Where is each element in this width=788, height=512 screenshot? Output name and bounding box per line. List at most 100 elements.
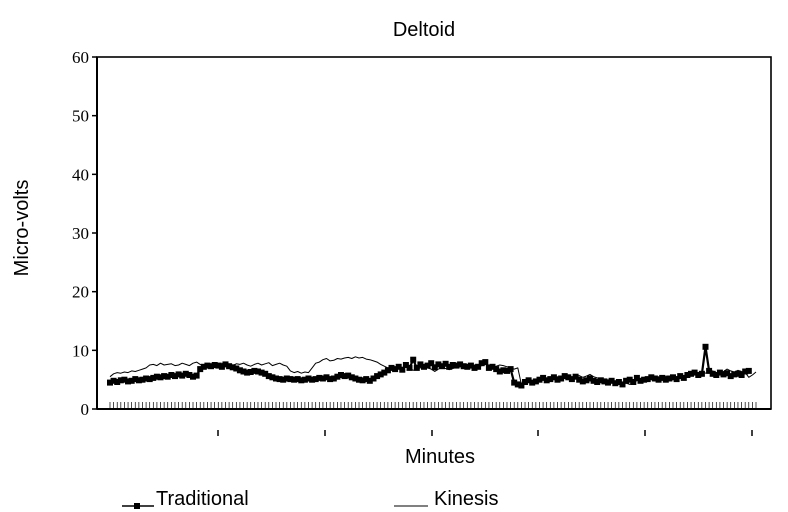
x-axis-label: Minutes	[405, 446, 475, 468]
data-point-traditional	[222, 361, 229, 368]
data-point-traditional	[735, 370, 741, 377]
data-point-traditional	[496, 368, 503, 375]
data-point-traditional	[532, 378, 539, 385]
data-point-traditional	[742, 368, 749, 375]
data-point-traditional	[529, 379, 536, 386]
data-point-traditional	[276, 376, 283, 383]
data-point-traditional	[706, 367, 713, 374]
data-point-traditional	[478, 360, 485, 367]
data-point-traditional	[720, 371, 727, 378]
data-point-traditional	[226, 363, 233, 370]
data-point-traditional	[190, 373, 196, 380]
data-point-traditional	[489, 363, 496, 370]
data-point-traditional	[547, 376, 554, 383]
data-point-traditional	[273, 375, 279, 382]
legend-kinesis-label: Kinesis	[434, 488, 498, 510]
data-point-traditional	[283, 375, 290, 382]
data-point-traditional	[334, 373, 341, 380]
legend-traditional-label: Traditional	[156, 488, 249, 510]
data-point-traditional	[381, 369, 388, 376]
data-point-traditional	[522, 379, 528, 385]
data-point-traditional	[554, 376, 561, 383]
data-point-traditional	[612, 380, 619, 387]
data-point-traditional	[139, 376, 146, 383]
data-point-traditional	[540, 374, 547, 381]
data-point-traditional	[110, 377, 117, 384]
y-tick-label: 40	[72, 165, 89, 184]
data-point-traditional	[601, 378, 608, 385]
data-point-traditional	[691, 369, 698, 376]
data-point-traditional	[457, 361, 464, 368]
data-point-traditional	[651, 375, 658, 382]
series-layer	[107, 343, 757, 389]
data-point-traditional	[341, 373, 348, 380]
data-point-traditional	[143, 375, 150, 382]
data-point-traditional	[240, 368, 247, 375]
data-point-traditional	[514, 381, 521, 388]
data-point-traditional	[255, 368, 261, 375]
data-point-traditional	[388, 364, 395, 371]
data-point-traditional	[659, 374, 666, 381]
data-point-traditional	[374, 373, 381, 380]
data-point-traditional	[543, 377, 550, 384]
data-point-traditional	[442, 360, 449, 367]
data-point-traditional	[182, 370, 189, 377]
data-point-traditional	[608, 377, 615, 384]
data-point-traditional	[677, 373, 684, 380]
data-point-traditional	[568, 376, 575, 383]
data-point-traditional	[485, 364, 492, 371]
data-point-traditional	[392, 366, 399, 373]
data-point-traditional	[583, 377, 590, 384]
data-point-traditional	[168, 372, 175, 378]
y-ticks: 0 10 20 30 40 50 60	[72, 48, 97, 419]
data-point-traditional	[312, 376, 319, 383]
data-point-traditional	[406, 364, 413, 371]
chart-title: Deltoid	[393, 19, 455, 41]
data-point-traditional	[280, 376, 287, 383]
legend-item-kinesis: Kinesis	[394, 488, 498, 510]
data-point-traditional	[500, 367, 507, 374]
data-point-traditional	[421, 363, 427, 370]
data-point-traditional	[218, 363, 225, 370]
data-point-traditional	[301, 376, 308, 383]
data-point-traditional	[146, 376, 153, 383]
data-point-traditional	[623, 377, 630, 384]
data-point-traditional	[507, 366, 514, 373]
y-tick-label: 30	[72, 224, 89, 243]
data-point-traditional	[179, 372, 186, 379]
data-point-traditional	[637, 377, 644, 384]
data-point-traditional	[363, 376, 370, 383]
data-point-traditional	[655, 376, 662, 383]
data-point-traditional	[493, 366, 500, 373]
data-point-traditional	[359, 377, 366, 384]
data-point-traditional	[738, 372, 745, 378]
data-point-traditional	[695, 372, 702, 378]
data-point-traditional	[471, 364, 478, 371]
data-point-traditional	[377, 371, 384, 378]
data-point-traditional	[536, 376, 543, 383]
data-point-traditional	[370, 375, 377, 382]
legend-item-traditional: Traditional	[122, 488, 249, 510]
data-point-traditional	[453, 362, 460, 369]
data-point-traditional	[605, 379, 611, 386]
data-point-traditional	[464, 363, 471, 370]
data-point-traditional	[125, 378, 131, 385]
data-point-traditional	[172, 373, 178, 380]
data-point-traditional	[229, 364, 236, 371]
data-point-traditional	[504, 367, 510, 374]
data-point-traditional	[410, 356, 417, 363]
data-point-traditional	[114, 379, 121, 385]
data-point-traditional	[579, 378, 586, 385]
data-point-traditional	[204, 362, 211, 369]
y-axis-label: Micro-volts	[11, 180, 33, 277]
data-point-traditional	[319, 375, 326, 382]
data-point-traditional	[395, 363, 402, 370]
data-point-traditional	[724, 370, 731, 377]
data-point-traditional	[132, 376, 139, 383]
data-point-traditional	[262, 370, 269, 377]
data-point-traditional	[200, 363, 207, 370]
data-point-traditional	[619, 381, 626, 388]
data-point-traditional	[417, 361, 424, 368]
data-point-traditional	[287, 376, 294, 383]
data-point-traditional	[345, 372, 352, 379]
